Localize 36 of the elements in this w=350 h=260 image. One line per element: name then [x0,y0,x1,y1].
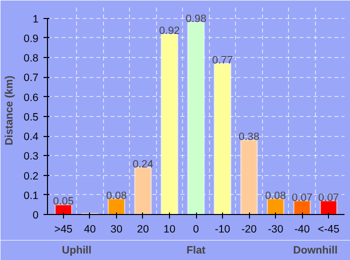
x-tick-label: 20 [137,224,149,236]
data-label: 0.98 [186,13,206,26]
y-tick-label: 0.4 [24,131,39,144]
x-tick-label: 0 [193,224,200,236]
data-label: 0.24 [132,158,154,170]
text: Uphill [62,244,92,256]
x-tick-label: -10 [214,224,230,236]
y-tick-label: 0.2 [24,170,39,182]
y-tick-label: 0.1 [24,190,39,202]
y-tick-label: 0.8 [24,52,39,65]
y-tick-label: 0.5 [24,111,39,124]
x-tick-label: -40 [294,224,310,236]
x-tick-label: 10 [164,224,176,236]
x-tick-label: 40 [84,224,96,236]
data-label: 0.77 [212,54,233,66]
y-axis-title: Distance (km) [4,75,16,146]
y-tick-label: 0.3 [24,150,39,163]
data-label: 0.05 [53,196,74,208]
data-label: 0.08 [265,190,286,202]
x-tick-label: >45 [54,224,73,236]
x-tick-label: <-45 [318,224,340,236]
data-label: 0.38 [238,130,260,143]
data-label: 0.92 [159,24,180,37]
x-tick-label: -20 [241,224,257,236]
y-tick-label: 0.9 [24,32,39,45]
x-tick-label: -30 [268,224,284,236]
x-tick-label: 30 [110,224,122,236]
data-label: 0.07 [318,192,340,204]
text: Downhill [293,244,338,256]
y-tick-label: 0.6 [24,92,39,104]
data-label: 0.08 [106,190,127,202]
y-tick-label: 1 [32,13,39,26]
y-tick-label: 0 [32,210,39,222]
data-label: 0.07 [292,192,313,204]
y-tick-label: 0.7 [24,72,39,84]
text: Flat [186,244,206,256]
